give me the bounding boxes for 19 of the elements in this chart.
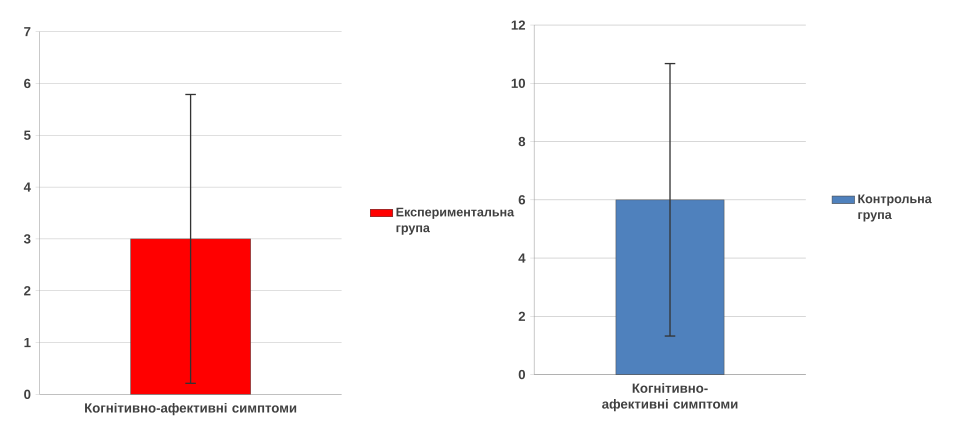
y-tick-label: 3 bbox=[24, 234, 30, 244]
y-tick-label: 1 bbox=[24, 338, 31, 348]
y-tick-label: 5 bbox=[24, 130, 31, 140]
y-tick-label: 12 bbox=[512, 20, 526, 30]
legend-label: Контрольна група bbox=[858, 194, 932, 222]
y-tick-label: 4 bbox=[24, 182, 31, 192]
y-tick-label: 4 bbox=[518, 254, 526, 263]
y-tick-label: 2 bbox=[24, 286, 30, 296]
y-tick-label: 0 bbox=[24, 390, 30, 400]
y-tick-label: 6 bbox=[24, 78, 30, 88]
y-tick-label: 8 bbox=[518, 136, 526, 146]
y-tick-label: 7 bbox=[24, 27, 30, 36]
x-tick-label: Когнітивно-афективні симптоми bbox=[602, 383, 738, 412]
y-tick-label: 10 bbox=[512, 78, 526, 88]
y-tick-label: 6 bbox=[518, 195, 526, 204]
y-tick-label: 2 bbox=[518, 312, 526, 321]
legend-label: Експериментальна група bbox=[396, 208, 514, 235]
y-tick-label: 0 bbox=[518, 370, 526, 380]
x-tick-label: Когнітивно-афективні симптоми bbox=[85, 402, 296, 416]
